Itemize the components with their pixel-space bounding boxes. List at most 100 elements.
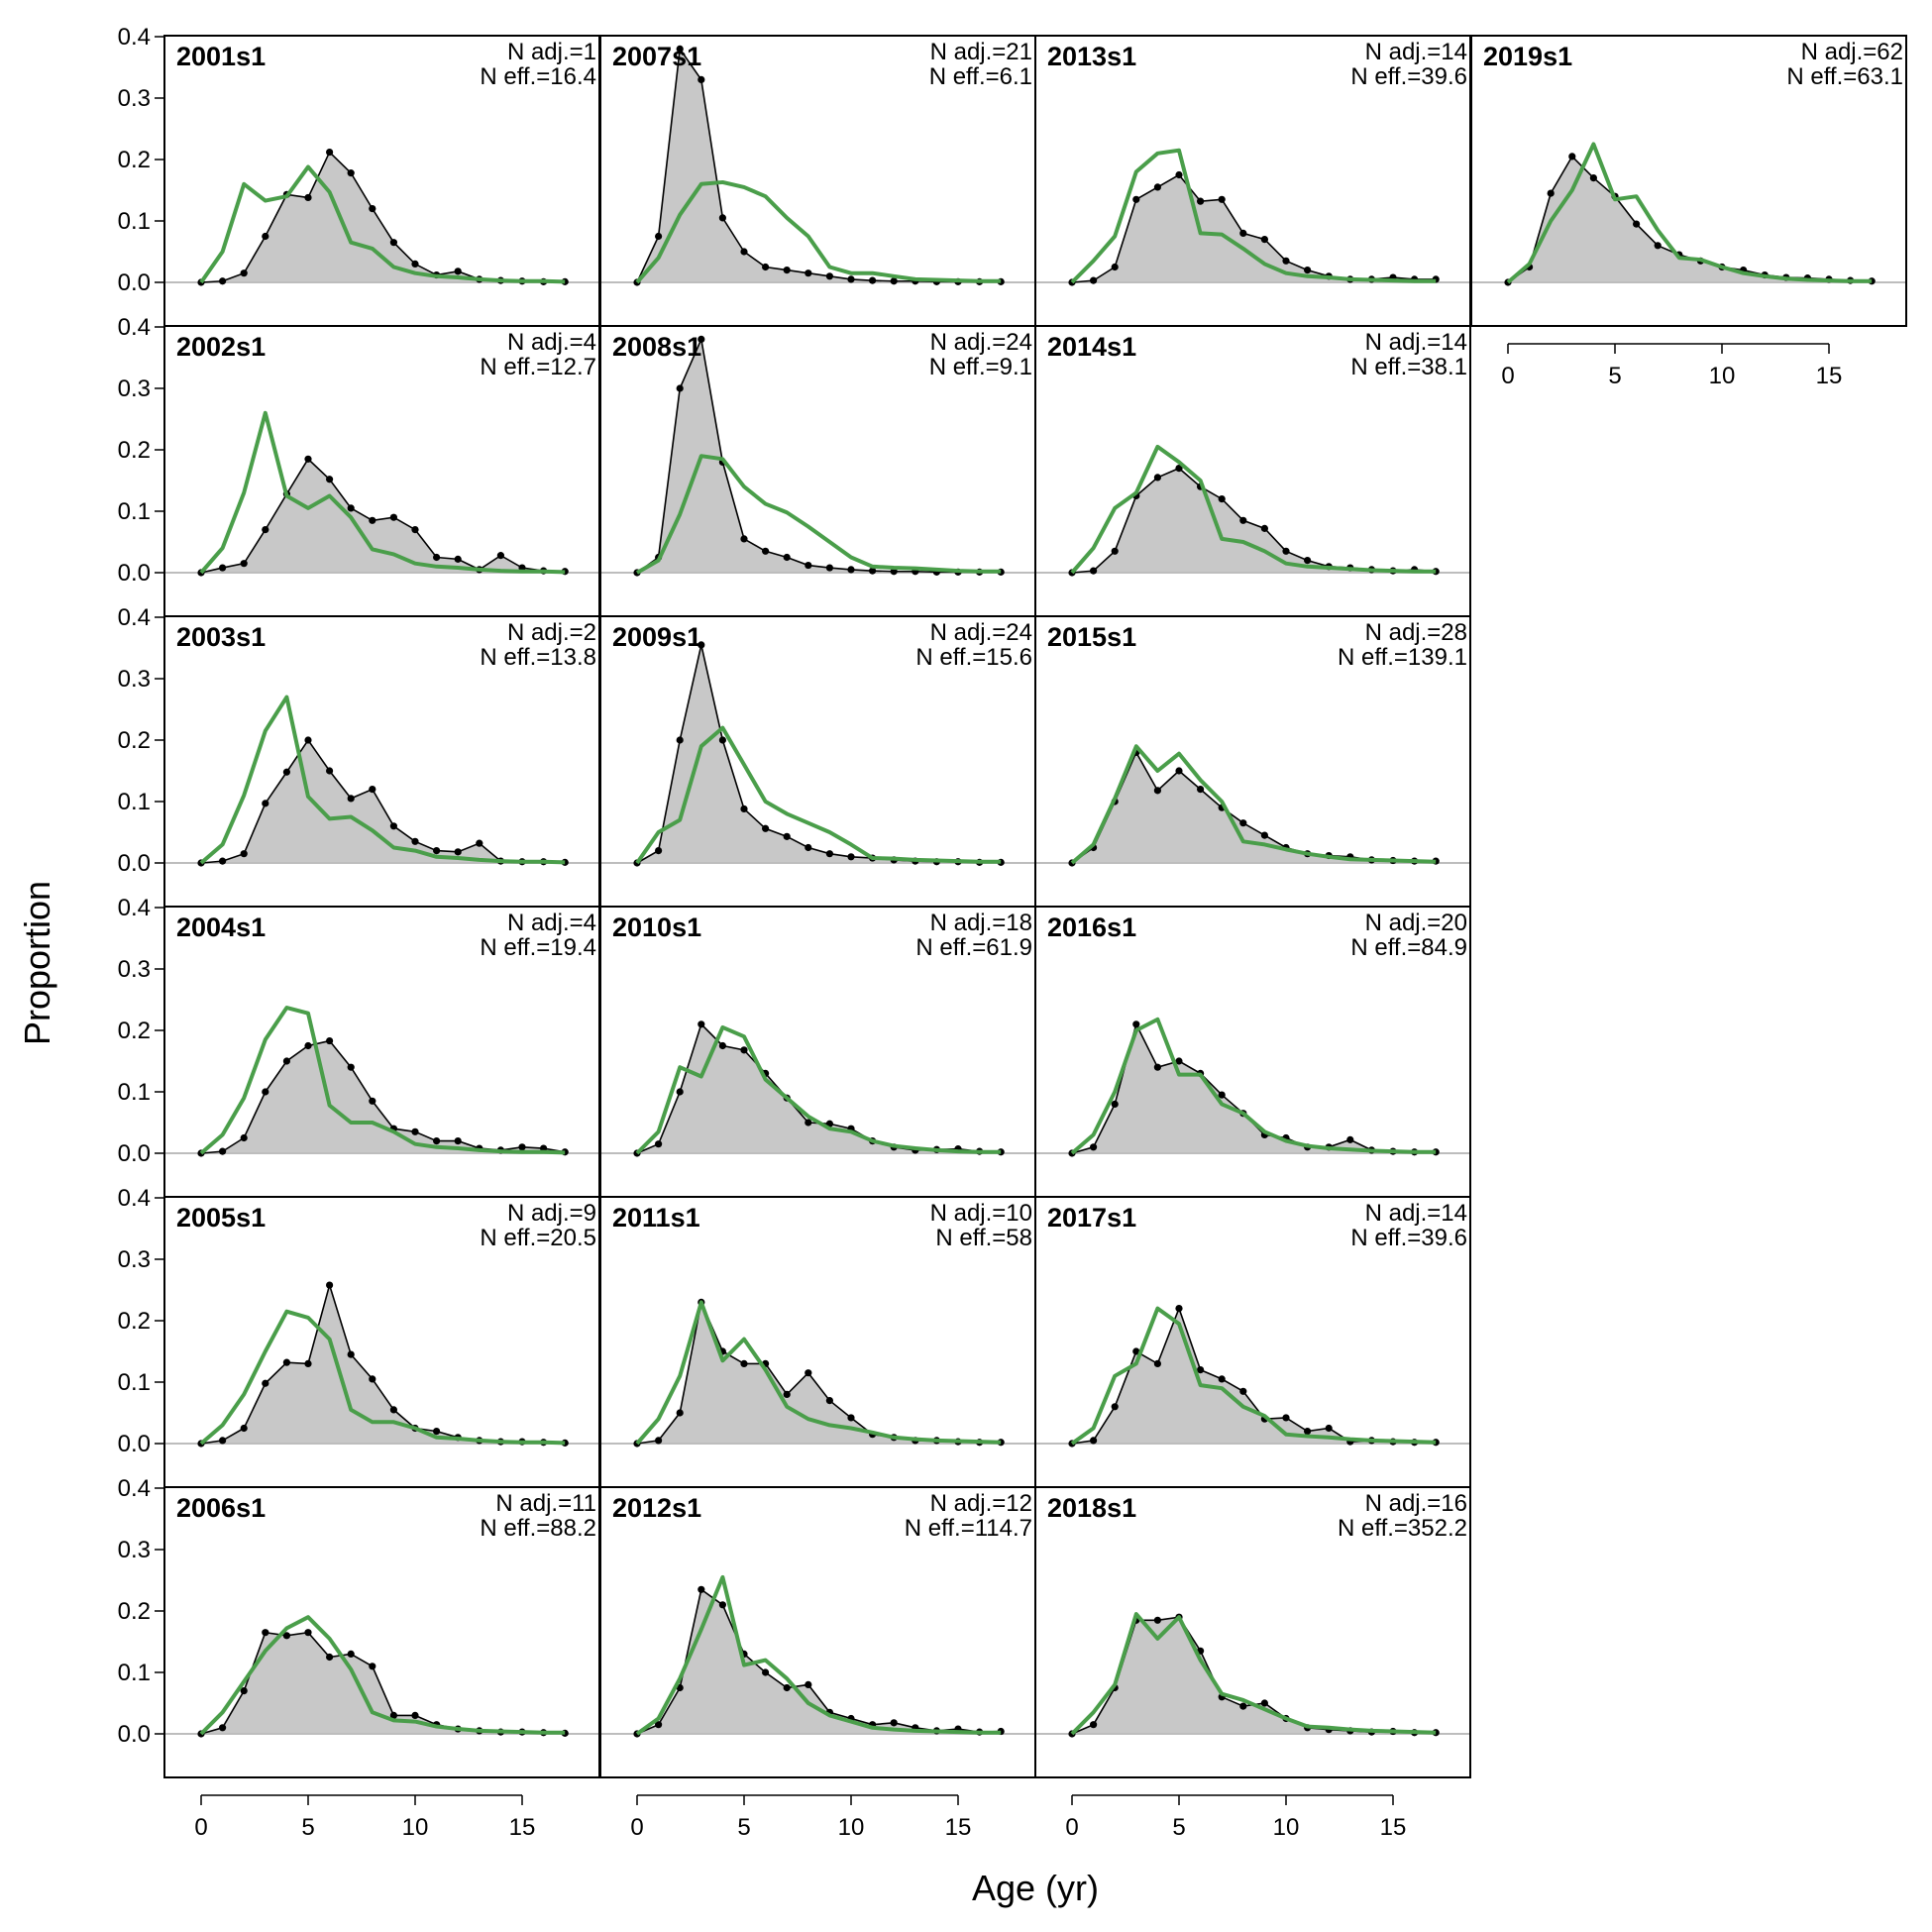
y-axis: 0.0 0.1 0.2 0.3 0.4 bbox=[118, 604, 165, 877]
observed-point bbox=[1090, 1143, 1098, 1151]
observed-point bbox=[740, 805, 748, 813]
observed-point bbox=[240, 1424, 248, 1433]
observed-point bbox=[740, 535, 748, 543]
panel-n-adj: N adj.=21 bbox=[930, 39, 1032, 65]
panel-n-adj: N adj.=18 bbox=[930, 910, 1032, 936]
panel-n-eff: N eff.=15.6 bbox=[915, 644, 1032, 671]
panel-2007s1: 2007s1 N adj.=21N eff.=6.1 bbox=[599, 35, 1036, 327]
observed-point bbox=[304, 1041, 312, 1050]
observed-area bbox=[637, 1589, 1002, 1734]
observed-point bbox=[783, 1390, 791, 1398]
x-tick-label: 10 bbox=[1709, 363, 1736, 389]
observed-point bbox=[476, 839, 483, 847]
panel-2003s1: 2003s1 N adj.=2N eff.=13.8 bbox=[163, 615, 600, 908]
expected-line bbox=[199, 410, 566, 575]
observed-point bbox=[1260, 1699, 1268, 1707]
panel-n-adj: N adj.=20 bbox=[1365, 910, 1467, 936]
observed-point bbox=[655, 1437, 663, 1445]
panel-title: 2013s1 bbox=[1047, 42, 1136, 71]
panel-title: 2016s1 bbox=[1047, 912, 1136, 942]
observed-point bbox=[347, 1650, 355, 1658]
y-tick-label: 0.0 bbox=[118, 560, 151, 587]
panel-n-adj: N adj.=12 bbox=[930, 1490, 1032, 1517]
observed-point bbox=[369, 205, 376, 213]
y-tick-label: 0.1 bbox=[118, 208, 151, 235]
expected-line bbox=[635, 1024, 1002, 1155]
expected-line bbox=[199, 1006, 566, 1155]
y-tick-label: 0.2 bbox=[118, 1308, 151, 1335]
observed-point bbox=[676, 1088, 684, 1096]
panel-title: 2007s1 bbox=[612, 42, 701, 71]
y-axis: 0.0 0.1 0.2 0.3 0.4 bbox=[118, 24, 165, 296]
y-tick-label: 0.1 bbox=[118, 1369, 151, 1396]
observed-point bbox=[433, 847, 441, 855]
observed-point bbox=[411, 526, 419, 534]
observed-point bbox=[219, 1147, 227, 1155]
panel-title: 2002s1 bbox=[176, 332, 266, 362]
observed-point bbox=[326, 1036, 334, 1045]
expected-line bbox=[199, 1309, 566, 1446]
observed-area bbox=[637, 644, 1002, 863]
y-tick-label: 0.4 bbox=[118, 1475, 151, 1502]
observed-point bbox=[1239, 229, 1247, 237]
x-tick-label: 0 bbox=[630, 1814, 643, 1841]
y-tick-label: 0.0 bbox=[118, 850, 151, 877]
panel-2004s1: 2004s1 N adj.=4N eff.=19.4 bbox=[163, 906, 600, 1198]
observed-point bbox=[389, 513, 397, 521]
observed-point bbox=[890, 1719, 898, 1727]
panel-n-eff: N eff.=16.4 bbox=[480, 63, 596, 90]
observed-point bbox=[433, 553, 441, 562]
observed-point bbox=[1654, 242, 1662, 250]
observed-point bbox=[783, 832, 791, 840]
observed-point bbox=[304, 455, 312, 463]
observed-area bbox=[201, 152, 566, 282]
observed-point bbox=[369, 1663, 376, 1670]
panel-title: 2015s1 bbox=[1047, 622, 1136, 652]
y-tick-label: 0.1 bbox=[118, 1660, 151, 1686]
observed-point bbox=[655, 847, 663, 855]
observed-point bbox=[326, 148, 334, 157]
y-tick-label: 0.2 bbox=[118, 1018, 151, 1044]
observed-point bbox=[496, 552, 504, 560]
panel-title: 2010s1 bbox=[612, 912, 701, 942]
expected-line bbox=[1070, 744, 1437, 865]
x-tick-label: 10 bbox=[838, 1814, 865, 1841]
observed-point bbox=[698, 641, 705, 649]
observed-point bbox=[698, 75, 705, 83]
panel-n-eff: N eff.=20.5 bbox=[480, 1225, 596, 1251]
expected-line bbox=[199, 695, 566, 865]
panel-2017s1: 2017s1 N adj.=14N eff.=39.6 bbox=[1034, 1196, 1471, 1488]
observed-area bbox=[637, 1023, 1002, 1153]
y-tick-label: 0.3 bbox=[118, 376, 151, 402]
y-tick-label: 0.0 bbox=[118, 269, 151, 296]
x-axis: 0 5 10 15 bbox=[1065, 1794, 1407, 1841]
expected-line bbox=[635, 179, 1002, 284]
observed-point bbox=[369, 786, 376, 794]
y-tick-label: 0.2 bbox=[118, 147, 151, 173]
x-tick-label: 0 bbox=[1501, 363, 1514, 389]
y-tick-label: 0.1 bbox=[118, 1079, 151, 1106]
expected-line bbox=[1506, 142, 1873, 284]
observed-point bbox=[1090, 1437, 1098, 1445]
panel-n-eff: N eff.=39.6 bbox=[1350, 63, 1467, 90]
observed-point bbox=[825, 850, 834, 858]
x-tick-label: 0 bbox=[194, 1814, 207, 1841]
observed-point bbox=[1282, 257, 1290, 265]
panel-n-adj: N adj.=24 bbox=[930, 329, 1032, 356]
observed-point bbox=[304, 1629, 312, 1637]
observed-point bbox=[411, 260, 419, 268]
panel-n-adj: N adj.=11 bbox=[495, 1490, 596, 1517]
observed-point bbox=[869, 567, 877, 575]
x-axis-title: Age (yr) bbox=[972, 1868, 1099, 1908]
observed-point bbox=[1239, 1387, 1247, 1395]
y-tick-label: 0.1 bbox=[118, 498, 151, 525]
x-tick-label: 15 bbox=[1380, 1814, 1407, 1841]
observed-point bbox=[1197, 197, 1205, 205]
observed-point bbox=[676, 384, 684, 392]
observed-point bbox=[1239, 1702, 1247, 1710]
observed-point bbox=[825, 272, 834, 280]
x-axes-layer: 0 5 10 15 0 5 10 15 0 5 10 15 0 5 10 15 bbox=[194, 343, 1842, 1841]
x-tick-label: 5 bbox=[1172, 1814, 1185, 1841]
panel-2010s1: 2010s1 N adj.=18N eff.=61.9 bbox=[599, 906, 1036, 1198]
observed-point bbox=[454, 555, 462, 563]
